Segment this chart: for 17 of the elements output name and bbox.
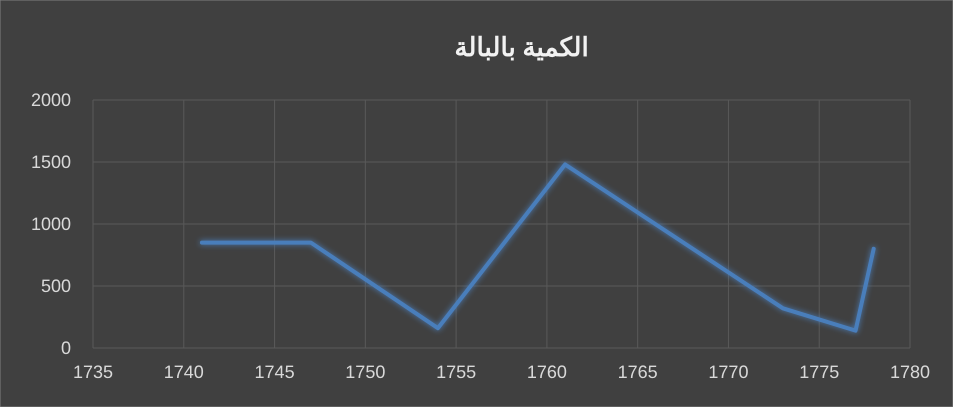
- x-tick-label: 1760: [526, 362, 567, 382]
- line-series: [200, 162, 876, 333]
- x-tick-label: 1780: [890, 362, 930, 382]
- y-tick-label: 2000: [30, 90, 71, 110]
- x-tick-label: 1735: [72, 362, 114, 382]
- chart-title: الكمية بالبالة: [454, 32, 589, 62]
- x-tick-label: 1765: [618, 362, 658, 382]
- x-tick-label: 1755: [436, 362, 476, 382]
- y-tick-label: 500: [40, 276, 71, 296]
- x-tick-label: 1775: [799, 362, 840, 382]
- x-tick-label: 1750: [345, 362, 386, 382]
- x-tick-label: 1770: [708, 362, 748, 382]
- x-tick-label: 1740: [164, 362, 204, 382]
- y-tick-label: 1000: [30, 214, 71, 234]
- y-tick-label: 0: [60, 338, 71, 358]
- x-tick-label: 1745: [254, 362, 295, 382]
- y-tick-label: 1500: [30, 152, 71, 172]
